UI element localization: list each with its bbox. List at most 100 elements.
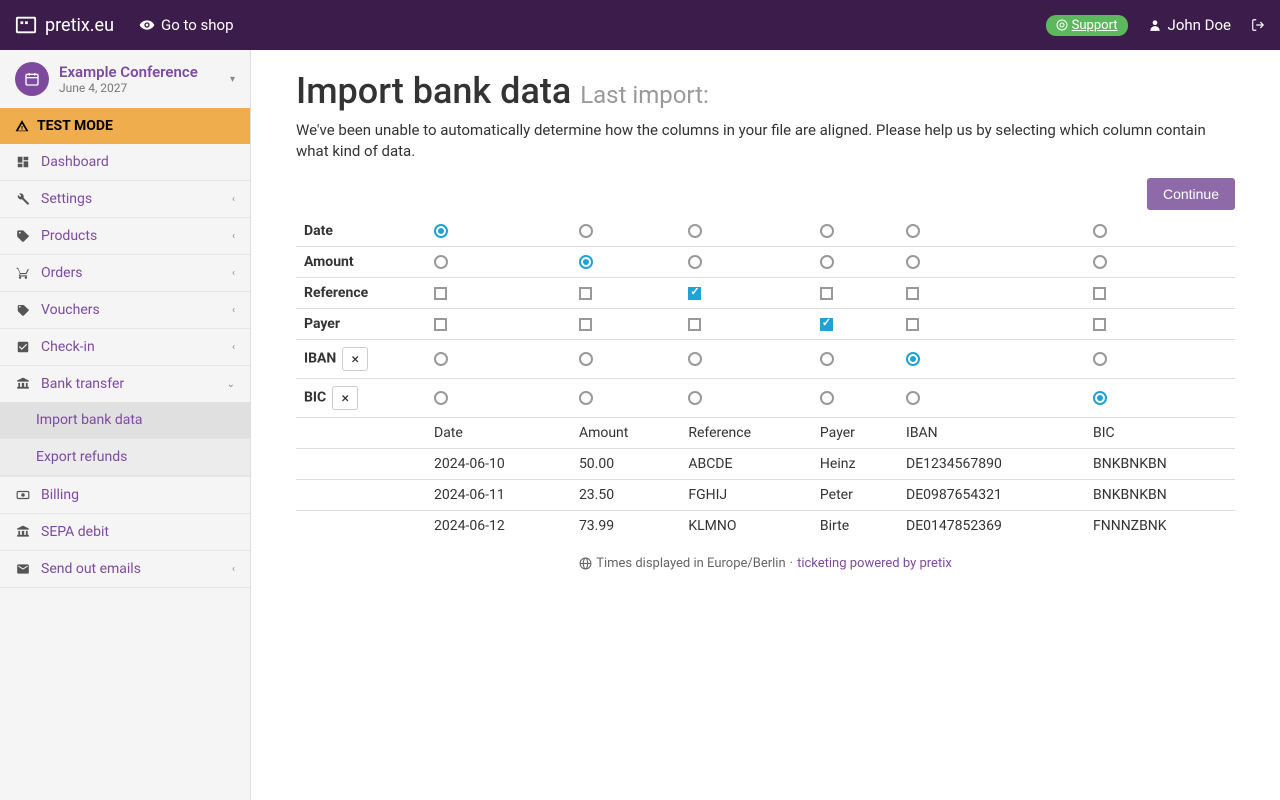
nav-link-check-in[interactable]: Check-in‹ (0, 329, 250, 365)
mapping-row-bic: BIC (296, 379, 1235, 418)
mapping-cell (1085, 247, 1235, 278)
mapping-radio-iban-col5[interactable] (1093, 352, 1107, 366)
sidebar-subitem-import-bank-data: Import bank data (0, 402, 250, 439)
preview-data-cell: 50.00 (571, 449, 680, 480)
mapping-radio-date-col4[interactable] (906, 224, 920, 238)
mapping-radio-amount-col5[interactable] (1093, 255, 1107, 269)
mapping-row-label: BIC (296, 379, 426, 418)
nav-link-sepa-debit[interactable]: SEPA debit (0, 514, 250, 550)
logout-link[interactable] (1251, 17, 1265, 33)
nav-label: Dashboard (41, 154, 235, 170)
mapping-radio-amount-col1[interactable] (579, 255, 593, 269)
mapping-radio-iban-col3[interactable] (820, 352, 834, 366)
sidebar-item-billing: Billing (0, 477, 250, 514)
mapping-radio-date-col5[interactable] (1093, 224, 1107, 238)
chevron-left-icon: ‹ (232, 564, 235, 575)
mapping-radio-iban-col2[interactable] (688, 352, 702, 366)
preview-data-cell: DE1234567890 (898, 449, 1085, 480)
event-selector[interactable]: Example Conference June 4, 2027 ▾ (0, 50, 250, 108)
sidebar: Example Conference June 4, 2027 ▾ TEST M… (0, 50, 251, 800)
nav-submenu: Import bank dataExport refunds (0, 402, 250, 476)
mapping-radio-iban-col4[interactable] (906, 352, 920, 366)
mapping-checkbox-payer-col1[interactable] (579, 318, 592, 331)
mapping-cell (571, 379, 680, 418)
preview-header-cell: Amount (571, 418, 680, 449)
page-title: Import bank data Last import: (296, 70, 1235, 112)
mapping-checkbox-payer-col4[interactable] (906, 318, 919, 331)
mapping-cell (898, 340, 1085, 379)
mapping-cell (680, 309, 812, 340)
mapping-checkbox-reference-col2[interactable] (688, 287, 701, 300)
mapping-cell (812, 247, 898, 278)
nav-link-vouchers[interactable]: Vouchers‹ (0, 292, 250, 328)
mapping-cell (680, 216, 812, 247)
preview-header-cell: BIC (1085, 418, 1235, 449)
nav-link-dashboard[interactable]: Dashboard (0, 144, 250, 180)
mapping-checkbox-reference-col5[interactable] (1093, 287, 1106, 300)
nav-label: Orders (41, 265, 222, 281)
mapping-label-text: Amount (304, 254, 354, 270)
nav-sublink[interactable]: Export refunds (0, 439, 250, 475)
mapping-radio-bic-col5[interactable] (1093, 391, 1107, 405)
user-menu-link[interactable]: John Doe (1148, 16, 1231, 34)
mapping-radio-bic-col3[interactable] (820, 391, 834, 405)
bank-icon (15, 525, 31, 539)
event-date: June 4, 2027 (59, 81, 220, 95)
nav-link-bank-transfer[interactable]: Bank transfer⌄ (0, 366, 250, 402)
mapping-radio-date-col1[interactable] (579, 224, 593, 238)
mapping-cell (812, 216, 898, 247)
mapping-radio-amount-col4[interactable] (906, 255, 920, 269)
remove-iban-button[interactable] (342, 347, 368, 371)
nav-label: Billing (41, 487, 235, 503)
nav-link-billing[interactable]: Billing (0, 477, 250, 513)
nav-sublink[interactable]: Import bank data (0, 402, 250, 438)
mapping-radio-date-col2[interactable] (688, 224, 702, 238)
mapping-checkbox-payer-col3[interactable] (820, 318, 833, 331)
mapping-radio-amount-col0[interactable] (434, 255, 448, 269)
remove-bic-button[interactable] (332, 386, 358, 410)
mapping-checkbox-payer-col5[interactable] (1093, 318, 1106, 331)
mapping-checkbox-reference-col0[interactable] (434, 287, 447, 300)
mapping-cell (680, 340, 812, 379)
nav-link-orders[interactable]: Orders‹ (0, 255, 250, 291)
mapping-radio-bic-col1[interactable] (579, 391, 593, 405)
mapping-row-amount: Amount (296, 247, 1235, 278)
event-icon (15, 62, 49, 96)
mapping-radio-iban-col0[interactable] (434, 352, 448, 366)
powered-by-link[interactable]: ticketing powered by pretix (797, 556, 952, 571)
preview-empty-cell (296, 418, 426, 449)
mapping-checkbox-reference-col4[interactable] (906, 287, 919, 300)
calendar-icon (24, 71, 40, 87)
main-content: Import bank data Last import: We've been… (251, 50, 1280, 800)
mapping-row-payer: Payer (296, 309, 1235, 340)
mapping-radio-amount-col3[interactable] (820, 255, 834, 269)
brand-link[interactable]: pretix.eu (15, 14, 114, 36)
go-to-shop-link[interactable]: Go to shop (139, 16, 234, 34)
mapping-radio-bic-col0[interactable] (434, 391, 448, 405)
mapping-checkbox-payer-col2[interactable] (688, 318, 701, 331)
mapping-checkbox-reference-col3[interactable] (820, 287, 833, 300)
mapping-radio-bic-col4[interactable] (906, 391, 920, 405)
event-info: Example Conference June 4, 2027 (59, 63, 220, 95)
mapping-radio-date-col0[interactable] (434, 224, 448, 238)
mapping-radio-bic-col2[interactable] (688, 391, 702, 405)
support-link[interactable]: Support (1046, 15, 1128, 36)
button-row: Continue (296, 178, 1235, 210)
nav-link-send-out-emails[interactable]: Send out emails‹ (0, 551, 250, 587)
mapping-label-text: IBAN (304, 351, 336, 367)
mapping-checkbox-reference-col1[interactable] (579, 287, 592, 300)
sidebar-item-vouchers: Vouchers‹ (0, 292, 250, 329)
mapping-cell (571, 216, 680, 247)
mapping-table: DateAmountReferencePayerIBANBICDateAmoun… (296, 216, 1235, 541)
mapping-radio-iban-col1[interactable] (579, 352, 593, 366)
mapping-radio-date-col3[interactable] (820, 224, 834, 238)
nav-link-products[interactable]: Products‹ (0, 218, 250, 254)
event-dropdown-toggle[interactable]: ▾ (230, 74, 235, 85)
mapping-radio-amount-col2[interactable] (688, 255, 702, 269)
nav-link-settings[interactable]: Settings‹ (0, 181, 250, 217)
chevron-left-icon: ‹ (232, 305, 235, 316)
continue-button[interactable]: Continue (1147, 178, 1235, 210)
sidebar-subitem-export-refunds: Export refunds (0, 439, 250, 476)
warning-icon (15, 119, 29, 133)
mapping-checkbox-payer-col0[interactable] (434, 318, 447, 331)
